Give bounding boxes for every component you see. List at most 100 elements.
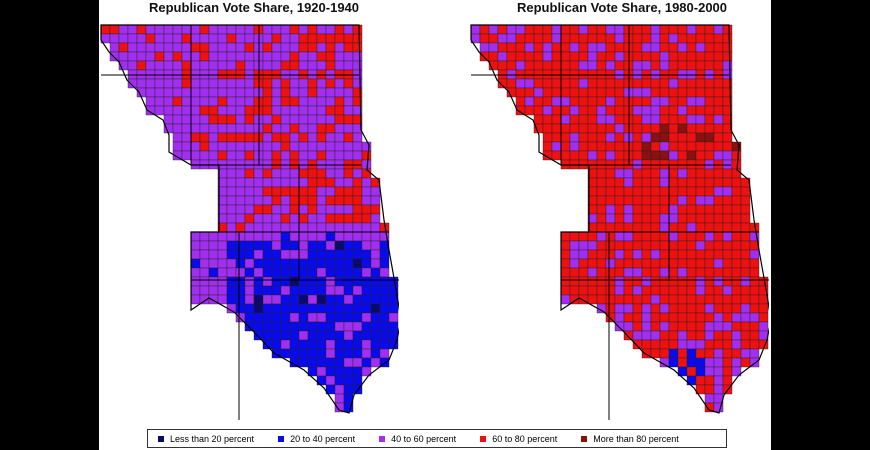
- county-cell: [280, 78, 291, 89]
- county-cell: [325, 186, 336, 197]
- county-cell: [659, 141, 670, 152]
- county-cell: [677, 114, 688, 125]
- county-cell: [334, 393, 345, 404]
- county-cell: [298, 78, 309, 89]
- county-cell: [253, 168, 264, 179]
- county-cell: [271, 321, 282, 332]
- county-cell: [506, 60, 517, 71]
- county-cell: [298, 222, 309, 233]
- county-cell: [154, 24, 165, 35]
- county-cell: [361, 141, 372, 152]
- county-cell: [271, 222, 282, 233]
- county-cell: [623, 177, 634, 188]
- county-cell: [226, 222, 237, 233]
- county-cell: [659, 114, 670, 125]
- county-cell: [253, 222, 264, 233]
- county-cell: [623, 258, 634, 269]
- county-cell: [713, 276, 724, 287]
- county-cell: [722, 312, 733, 323]
- county-cell: [181, 141, 192, 152]
- county-cell: [722, 321, 733, 332]
- county-cell: [316, 213, 327, 224]
- county-cell: [325, 141, 336, 152]
- county-cell: [632, 231, 643, 242]
- county-cell: [677, 249, 688, 260]
- county-cell: [740, 348, 751, 359]
- county-cell: [280, 258, 291, 269]
- county-cell: [334, 150, 345, 161]
- county-cell: [235, 276, 246, 287]
- county-cell: [596, 42, 607, 53]
- county-cell: [614, 249, 625, 260]
- county-cell: [551, 42, 562, 53]
- county-cell: [235, 231, 246, 242]
- county-cell: [226, 105, 237, 116]
- county-cell: [713, 384, 724, 395]
- county-cell: [632, 222, 643, 233]
- county-cell: [307, 330, 318, 341]
- county-cell: [217, 240, 228, 251]
- county-cell: [605, 294, 616, 305]
- county-cell: [605, 303, 616, 314]
- county-cell: [614, 267, 625, 278]
- county-cell: [695, 276, 706, 287]
- county-cell: [343, 51, 354, 62]
- county-cell: [641, 303, 652, 314]
- county-cell: [605, 87, 616, 98]
- county-cell: [713, 330, 724, 341]
- county-cell: [271, 213, 282, 224]
- county-cell: [686, 141, 697, 152]
- county-cell: [704, 384, 715, 395]
- county-cell: [316, 141, 327, 152]
- county-cell: [686, 105, 697, 116]
- county-cell: [217, 123, 228, 134]
- county-cell: [587, 33, 598, 44]
- county-cell: [515, 24, 526, 35]
- county-cell: [722, 375, 733, 386]
- county-cell: [271, 24, 282, 35]
- county-cell: [136, 60, 147, 71]
- county-cell: [515, 42, 526, 53]
- county-cell: [551, 114, 562, 125]
- county-cell: [668, 303, 679, 314]
- county-cell: [560, 267, 571, 278]
- county-cell: [307, 150, 318, 161]
- county-cell: [587, 240, 598, 251]
- county-cells: [470, 24, 769, 413]
- county-cell: [361, 213, 372, 224]
- county-cell: [704, 276, 715, 287]
- county-cell: [208, 258, 219, 269]
- county-cell: [199, 60, 210, 71]
- county-cell: [181, 24, 192, 35]
- county-cell: [578, 150, 589, 161]
- county-cell: [244, 312, 255, 323]
- county-cell: [307, 105, 318, 116]
- county-cell: [127, 24, 138, 35]
- county-cell: [316, 87, 327, 98]
- county-cell: [668, 96, 679, 107]
- county-cell: [677, 123, 688, 134]
- county-cell: [280, 51, 291, 62]
- county-cell: [298, 249, 309, 260]
- county-cell: [695, 339, 706, 350]
- county-cell: [334, 303, 345, 314]
- county-cell: [722, 204, 733, 215]
- county-cell: [686, 168, 697, 179]
- legend-label: More than 80 percent: [593, 433, 679, 444]
- county-cell: [307, 348, 318, 359]
- county-cell: [623, 330, 634, 341]
- county-cell: [731, 339, 742, 350]
- county-cell: [235, 51, 246, 62]
- county-cell: [235, 213, 246, 224]
- county-cell: [560, 294, 571, 305]
- county-cell: [677, 321, 688, 332]
- county-cell: [569, 42, 580, 53]
- county-cell: [325, 357, 336, 368]
- county-cell: [316, 204, 327, 215]
- county-cell: [226, 150, 237, 161]
- county-cell: [614, 150, 625, 161]
- county-cell: [632, 285, 643, 296]
- county-cell: [560, 123, 571, 134]
- county-cell: [361, 312, 372, 323]
- county-cell: [370, 357, 381, 368]
